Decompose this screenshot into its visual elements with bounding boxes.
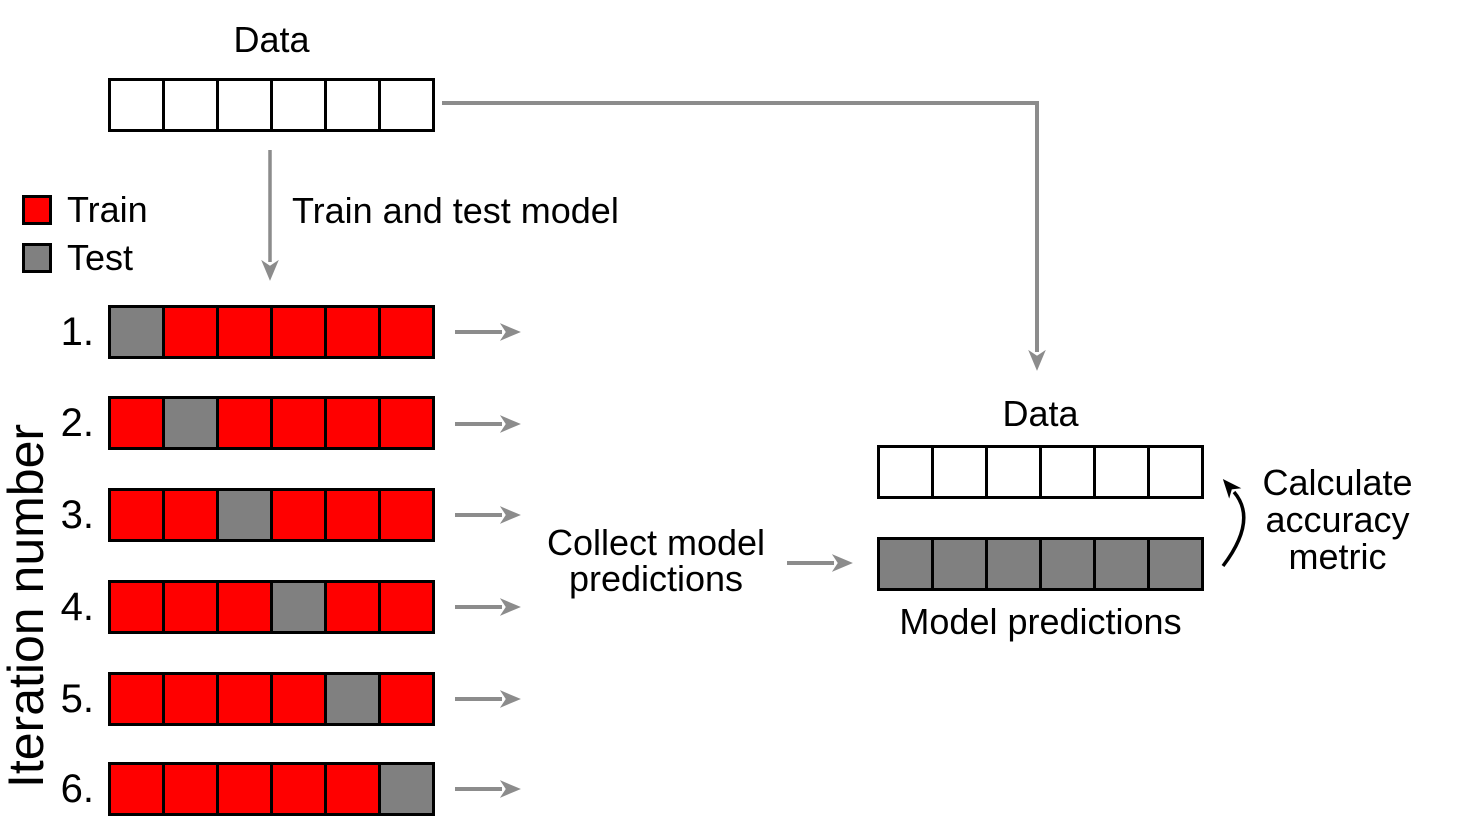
test-swatch-icon bbox=[22, 243, 52, 273]
train-cell bbox=[165, 308, 216, 356]
iteration-4-row bbox=[108, 580, 435, 634]
legend-train-label: Train bbox=[67, 189, 148, 230]
output-data-row bbox=[877, 445, 1204, 499]
empty-cell bbox=[327, 81, 378, 129]
calculate-accuracy-caption: Calculate accuracy metric bbox=[1240, 464, 1435, 575]
calculate-accuracy-line-1: Calculate bbox=[1262, 462, 1413, 503]
top-data-label: Data bbox=[233, 19, 310, 60]
calculate-accuracy-line-2: accuracy bbox=[1265, 499, 1410, 540]
iteration-1-row bbox=[108, 305, 435, 359]
train-cell bbox=[165, 765, 216, 813]
legend-item-train: Train bbox=[22, 189, 148, 230]
train-cell bbox=[111, 399, 162, 447]
train-cell bbox=[327, 491, 378, 539]
test-cell bbox=[165, 399, 216, 447]
legend-item-test: Test bbox=[22, 237, 134, 278]
iteration-6-label: 6. bbox=[60, 767, 94, 811]
train-and-test-caption: Train and test model bbox=[292, 190, 619, 231]
train-cell bbox=[381, 583, 432, 631]
empty-cell bbox=[880, 448, 931, 496]
train-cell bbox=[111, 491, 162, 539]
empty-cell bbox=[1042, 448, 1093, 496]
empty-cell bbox=[381, 81, 432, 129]
train-cell bbox=[381, 308, 432, 356]
test-cell bbox=[327, 675, 378, 723]
train-cell bbox=[381, 399, 432, 447]
train-cell bbox=[381, 675, 432, 723]
empty-cell bbox=[111, 81, 162, 129]
prediction-cell bbox=[1042, 540, 1093, 588]
top-data-row bbox=[108, 78, 435, 132]
prediction-cell bbox=[988, 540, 1039, 588]
train-cell bbox=[327, 399, 378, 447]
iteration-2-row bbox=[108, 396, 435, 450]
output-data-label: Data bbox=[1002, 393, 1079, 434]
empty-cell bbox=[988, 448, 1039, 496]
train-cell bbox=[273, 675, 324, 723]
train-cell bbox=[165, 491, 216, 539]
test-cell bbox=[273, 583, 324, 631]
iteration-6-row bbox=[108, 762, 435, 816]
model-predictions-label: Model predictions bbox=[899, 601, 1182, 642]
iteration-5-row bbox=[108, 672, 435, 726]
train-cell bbox=[327, 583, 378, 631]
empty-cell bbox=[934, 448, 985, 496]
train-cell bbox=[273, 399, 324, 447]
train-cell bbox=[219, 675, 270, 723]
train-cell bbox=[273, 491, 324, 539]
legend-test-label: Test bbox=[67, 237, 134, 278]
collect-predictions-caption: Collect model predictions bbox=[531, 525, 781, 597]
train-cell bbox=[219, 399, 270, 447]
train-cell bbox=[219, 308, 270, 356]
collect-predictions-line-1: Collect model bbox=[546, 522, 766, 563]
train-cell bbox=[381, 491, 432, 539]
train-cell bbox=[219, 765, 270, 813]
iteration-4-label: 4. bbox=[60, 585, 94, 629]
prediction-cell bbox=[934, 540, 985, 588]
train-cell bbox=[273, 308, 324, 356]
train-cell bbox=[111, 583, 162, 631]
empty-cell bbox=[165, 81, 216, 129]
train-cell bbox=[273, 765, 324, 813]
train-swatch-icon bbox=[22, 195, 52, 225]
iteration-5-label: 5. bbox=[60, 677, 94, 721]
empty-cell bbox=[1150, 448, 1201, 496]
empty-cell bbox=[273, 81, 324, 129]
train-cell bbox=[327, 765, 378, 813]
calculate-accuracy-line-3: metric bbox=[1288, 536, 1387, 577]
train-cell bbox=[111, 675, 162, 723]
prediction-cell bbox=[880, 540, 931, 588]
empty-cell bbox=[1096, 448, 1147, 496]
train-cell bbox=[165, 675, 216, 723]
test-cell bbox=[219, 491, 270, 539]
test-cell bbox=[111, 308, 162, 356]
prediction-cell bbox=[1096, 540, 1147, 588]
empty-cell bbox=[219, 81, 270, 129]
train-cell bbox=[219, 583, 270, 631]
iteration-2-label: 2. bbox=[60, 401, 94, 445]
iteration-3-row bbox=[108, 488, 435, 542]
train-cell bbox=[111, 765, 162, 813]
test-cell bbox=[381, 765, 432, 813]
prediction-cell bbox=[1150, 540, 1201, 588]
train-cell bbox=[165, 583, 216, 631]
iteration-1-label: 1. bbox=[60, 310, 94, 354]
train-cell bbox=[327, 308, 378, 356]
collect-predictions-line-2: predictions bbox=[568, 558, 744, 599]
iteration-3-label: 3. bbox=[60, 493, 94, 537]
model-predictions-row bbox=[877, 537, 1204, 591]
